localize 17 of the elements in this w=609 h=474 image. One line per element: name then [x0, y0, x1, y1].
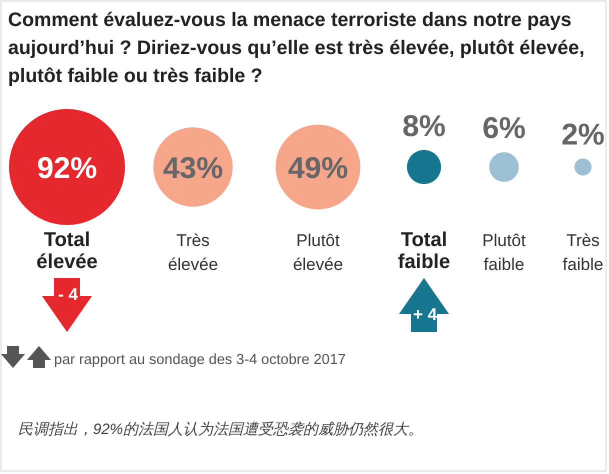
category-label: Plutôt faible	[482, 231, 526, 274]
text: + 4	[412, 305, 438, 324]
data-label: 8%	[402, 110, 446, 143]
category-label: Plutôt élevée	[292, 231, 344, 274]
data-label: 2%	[561, 118, 605, 152]
text: - 4	[58, 285, 78, 304]
data-label: 43%	[162, 152, 224, 185]
category-label: Très élevée	[168, 231, 218, 274]
category-label: Très faible	[562, 231, 604, 274]
text: Comment évaluez-vous la menace terroriste dans notre pays aujourd’hui ? Diriez-vous qu’elle est très élevée, plutôt élevée, plutôt faible ou très faible ?	[8, 9, 584, 87]
data-label: 92%	[36, 152, 98, 185]
text: 民调指出，92%的法国人认为法国遭受恐袭的威胁仍然很大。	[18, 420, 424, 440]
data-label: 49%	[288, 152, 348, 185]
category-label: Total élevée	[36, 229, 98, 273]
text: par rapport au sondage des 3-4 octobre 2017	[54, 352, 346, 368]
category-label: Total faible	[398, 229, 450, 273]
data-label: 6%	[482, 112, 526, 146]
